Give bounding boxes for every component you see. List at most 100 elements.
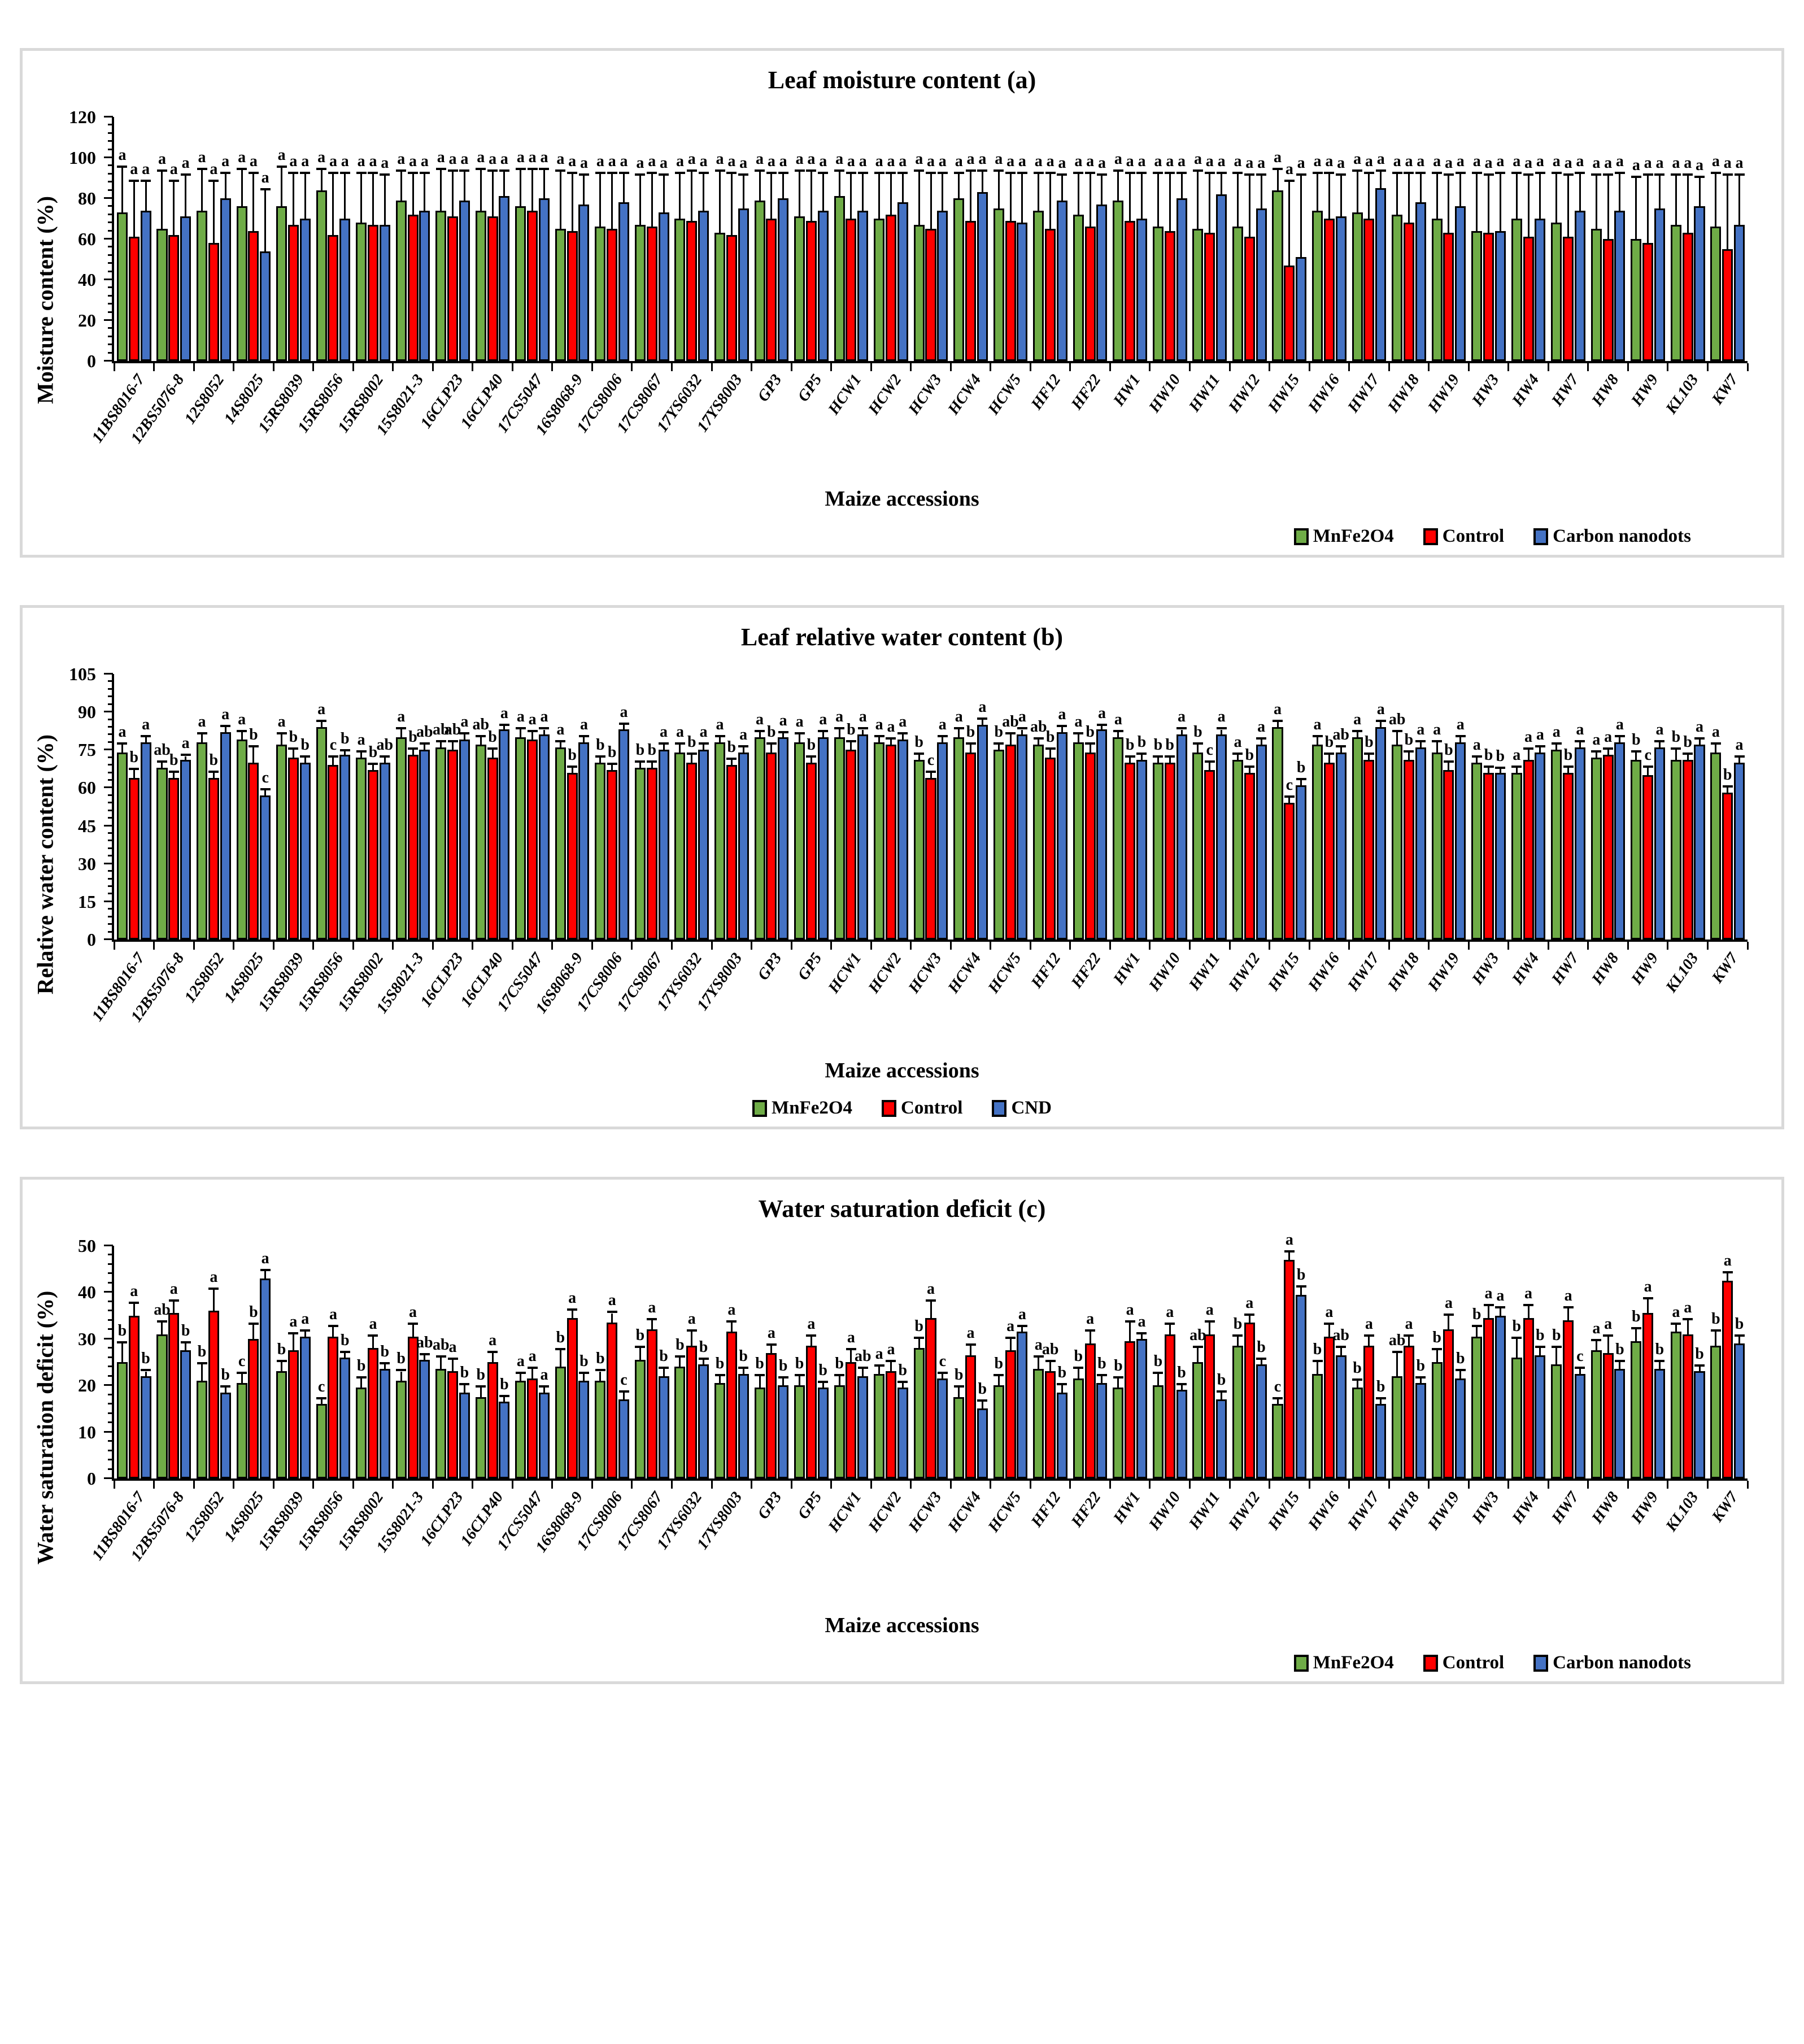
error-bar	[1077, 1369, 1079, 1378]
error-bar-cap	[276, 1360, 287, 1362]
bar-Carbon nanodots-HCW2	[897, 202, 908, 361]
error-bar-cap	[755, 729, 765, 732]
y-tick-label: 120	[69, 107, 96, 127]
sig-letter: b	[579, 1352, 589, 1370]
bar-Carbon nanodots-17CS8067	[658, 212, 669, 361]
error-bar-cap	[1642, 1297, 1653, 1299]
error-bar-cap	[356, 1376, 367, 1378]
sig-letter: b	[408, 728, 417, 746]
error-bar	[703, 173, 705, 211]
error-bar-cap	[1033, 171, 1044, 174]
error-bar	[930, 1301, 932, 1318]
bar-Control-HCW1	[846, 750, 857, 940]
error-bar-cap	[755, 169, 765, 172]
x-category-label: HCW1	[825, 950, 865, 997]
sig-letter: b	[994, 723, 1004, 741]
sig-letter: ab	[154, 1301, 171, 1319]
error-bar	[503, 1397, 506, 1402]
error-bar-cap	[1113, 169, 1123, 172]
x-tick	[1269, 942, 1271, 950]
sig-letter: a	[1097, 704, 1106, 722]
error-bar	[958, 1388, 960, 1397]
sig-letter: a	[1365, 152, 1373, 170]
error-bar-cap	[515, 1371, 526, 1374]
y-major-tick	[104, 900, 113, 902]
error-bar	[212, 182, 215, 243]
sig-letter: a	[329, 1306, 337, 1324]
sig-letter: b	[1404, 730, 1414, 749]
bar-MnFe2O4-HCW5	[993, 1385, 1004, 1478]
sig-letter: a	[1006, 152, 1015, 170]
error-bar-cap	[555, 1348, 566, 1351]
error-bar	[145, 737, 147, 742]
error-bar-cap	[1654, 1360, 1665, 1362]
sig-letter: b	[1177, 1364, 1186, 1382]
bar-MnFe2O4-HCW4	[953, 1397, 965, 1478]
bar-MnFe2O4-15RS8039	[276, 745, 287, 940]
bar-Control-HW12	[1244, 1322, 1255, 1478]
bar-Carbon nanodots-HW1	[1136, 219, 1147, 361]
bar-MnFe2O4-17YS8003	[714, 233, 726, 361]
error-bar	[1476, 173, 1478, 231]
sig-letter: b	[1296, 1266, 1306, 1284]
sig-letter: a	[397, 708, 406, 726]
error-bar-cap	[846, 171, 856, 174]
error-bar-cap	[846, 740, 856, 742]
error-bar	[1038, 740, 1040, 745]
sig-letter: ab	[1332, 725, 1349, 743]
y-minor-tick	[108, 915, 113, 917]
bar-Carbon nanodots-HW9	[1654, 1369, 1665, 1478]
error-bar-cap	[1232, 753, 1243, 755]
x-tick	[1188, 1481, 1191, 1489]
sig-letter: b	[676, 1336, 685, 1354]
error-bar-cap	[635, 1346, 646, 1349]
error-bar-cap	[818, 729, 829, 732]
x-tick	[511, 363, 513, 371]
error-bar-cap	[1017, 171, 1027, 174]
x-tick	[352, 1481, 354, 1489]
sig-letter: a	[779, 152, 787, 170]
bar-Carbon nanodots-HCW4	[977, 1408, 988, 1478]
error-bar	[1197, 1348, 1199, 1362]
bar-MnFe2O4-HF22	[1073, 1378, 1084, 1478]
x-tick	[472, 363, 474, 371]
x-axis-title-b: Maize accessions	[825, 1059, 979, 1082]
error-bar	[1236, 1336, 1239, 1346]
bar-Carbon nanodots-15RS8056	[339, 1357, 351, 1478]
bar-Control-HW4	[1523, 1317, 1534, 1478]
error-bar	[703, 1359, 705, 1365]
bar-Control-HW18	[1403, 1346, 1414, 1478]
error-bar	[782, 173, 785, 198]
y-tick-label: 40	[78, 1282, 96, 1303]
y-minor-tick	[108, 221, 113, 224]
x-tick	[711, 1481, 713, 1489]
sig-letter: a	[1178, 152, 1186, 170]
error-bar-cap	[834, 1373, 845, 1376]
bar-MnFe2O4-15RS8039	[276, 206, 287, 361]
error-bar	[691, 755, 693, 763]
sig-letter: a	[756, 150, 764, 168]
x-category-label: HCW5	[984, 950, 1025, 997]
y-tick-label: 20	[78, 1375, 96, 1396]
error-bar-cap	[1535, 171, 1545, 174]
sig-letter: a	[859, 152, 867, 170]
chart-body-a: Moisture content (%) 0 20 40 60 80 100 120 a a a a…	[33, 108, 1749, 483]
error-bar-cap	[1216, 171, 1227, 174]
sig-letter: b	[1496, 747, 1505, 765]
x-tick	[711, 363, 713, 371]
x-category-label: HCW3	[904, 950, 945, 997]
y-minor-tick	[108, 351, 113, 354]
error-bar	[1607, 1336, 1609, 1353]
error-bar-cap	[778, 731, 788, 734]
error-bar	[1675, 176, 1677, 225]
bar-MnFe2O4-14S8025	[236, 206, 247, 361]
bar-Control-HCW1	[846, 219, 857, 361]
error-bar-cap	[1535, 1346, 1545, 1349]
bar-MnFe2O4-HF12	[1033, 1369, 1044, 1478]
bar-Carbon nanodots-GP3	[778, 198, 789, 361]
sig-letter: a	[1576, 720, 1584, 738]
error-bar-cap	[647, 760, 657, 763]
sig-letter: b	[249, 1303, 258, 1321]
bar-Carbon nanodots-HW15	[1296, 1294, 1307, 1478]
error-bar	[543, 169, 545, 198]
